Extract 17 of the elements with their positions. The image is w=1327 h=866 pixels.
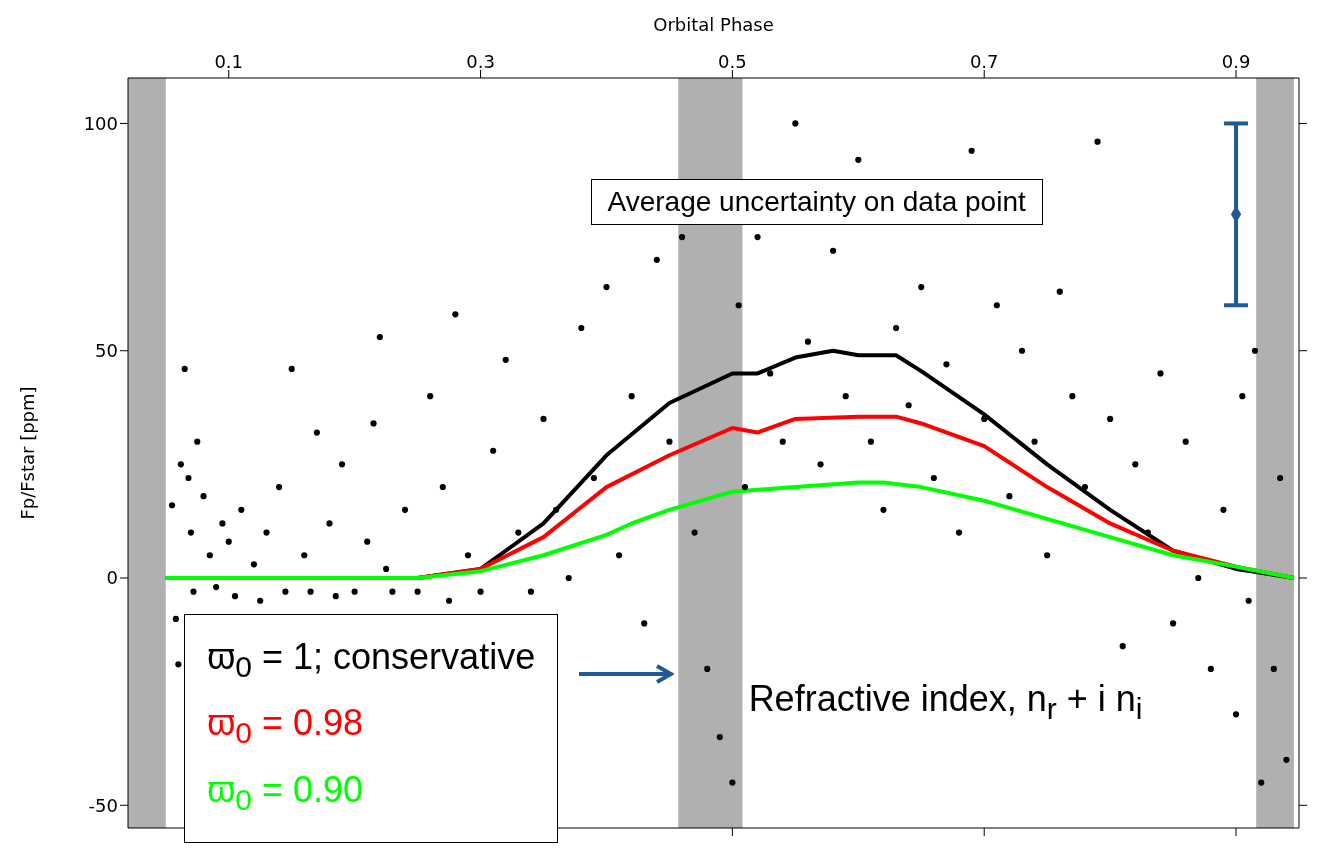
y-axis-title: Fp/Fstar [ppm] <box>17 386 39 520</box>
text: ϖ$_{0}$ = 0.90 <box>207 768 364 816</box>
x-tick-label: 0.3 <box>466 51 495 72</box>
y-tick-label: 50 <box>95 340 118 362</box>
x-tick-label: 0.7 <box>969 51 999 72</box>
annotation: Refractive index, n$_{r}$ + i n$_{i}$ <box>748 678 1143 726</box>
annotation: Average uncertainty on data point <box>607 186 1026 218</box>
line-series <box>163 480 1296 580</box>
x-axis-title: Orbital Phase <box>653 13 774 35</box>
x-tick-label: 0.9 <box>1221 51 1251 72</box>
y-tick-label: -50 <box>88 794 118 816</box>
y-tick-label: 0 <box>106 567 118 589</box>
y-tick-label: 100 <box>83 112 118 134</box>
series-label: ϖ$_{0}$ = 1; conservative <box>207 636 536 684</box>
x-tick-label: 0.5 <box>718 51 747 72</box>
x-tick-label: 0.1 <box>214 51 244 72</box>
text: ϖ$_{0}$ = 0.98 <box>207 702 364 750</box>
